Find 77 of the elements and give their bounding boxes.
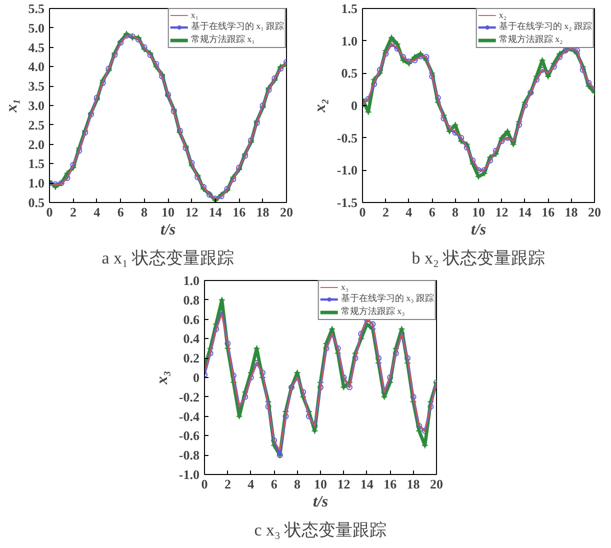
text: c x₃ 状态变量跟踪 — [254, 520, 387, 540]
x-tick-label: 10 — [472, 204, 485, 220]
y-tick-label: 0.8 — [183, 292, 200, 308]
y-tick-label: -0.5 — [336, 130, 358, 146]
x-tick-label: 20 — [588, 204, 601, 220]
legend-label: 常规方法跟踪 x₁ — [190, 33, 255, 46]
y-tick-label: -0.4 — [178, 408, 200, 424]
x-tick-label: 18 — [406, 476, 420, 492]
x-axis-title: t/s — [160, 222, 176, 238]
x-tick-label: 14 — [360, 476, 374, 492]
y-tick-label: 0.5 — [28, 195, 45, 210]
legend-label: x₃ — [340, 282, 350, 292]
x-tick-label: 8 — [294, 476, 302, 492]
x-tick-label: 12 — [185, 204, 198, 220]
y-tick-label: 0.6 — [183, 312, 200, 327]
x-tick-label: 6 — [270, 476, 278, 492]
text: a x₁ 状态变量跟踪 — [102, 248, 234, 268]
y-tick-label: -1.5 — [336, 195, 358, 210]
y-tick-label: 1.0 — [183, 273, 200, 288]
x-tick-label: 2 — [382, 204, 389, 220]
x-tick-label: 8 — [452, 204, 460, 220]
y-tick-label: 4.0 — [28, 59, 44, 74]
y-tick-label: 3.5 — [28, 78, 45, 94]
x-tick-label: 10 — [314, 476, 327, 492]
legend-label: 常规方法跟踪 x₂ — [498, 33, 563, 46]
x-tick-label: 6 — [117, 204, 124, 220]
x-tick-label: 14 — [208, 204, 222, 220]
x-tick-label: 12 — [337, 476, 350, 492]
y-tick-label: 5.0 — [28, 20, 44, 36]
x-tick-label: 4 — [248, 476, 255, 492]
y-tick-label: 4.5 — [28, 40, 45, 55]
legend-label: x₁ — [190, 10, 200, 20]
text: b x₂ 状态变量跟踪 — [412, 248, 546, 268]
x-tick-label: 20 — [430, 476, 443, 492]
y-tick-label: -0.8 — [178, 448, 200, 463]
y-tick-label: 1.5 — [28, 156, 45, 172]
x-axis-title: t/s — [470, 222, 486, 238]
y-tick-label: 0.4 — [183, 331, 200, 346]
y-axis-title: x₂ — [312, 98, 329, 114]
y-tick-label: 1.0 — [341, 33, 358, 48]
y-tick-label: -0.6 — [178, 428, 200, 444]
x-tick-label: 18 — [564, 204, 578, 220]
x-axis-title: t/s — [312, 494, 328, 510]
legend-label: 常规方法跟踪 x₃ — [340, 305, 405, 318]
x-tick-label: 2 — [70, 204, 76, 220]
y-tick-label: -1.0 — [336, 162, 358, 178]
x-tick-label: 2 — [224, 476, 231, 492]
x-tick-label: 20 — [280, 204, 293, 220]
x-tick-label: 18 — [256, 204, 270, 220]
x-tick-label: 6 — [428, 204, 436, 220]
x-tick-label: 16 — [232, 204, 246, 220]
y-tick-label: 3.0 — [28, 98, 44, 113]
y-tick-label: 5.5 — [28, 1, 45, 16]
y-tick-label: 0 — [351, 98, 358, 113]
x-tick-label: 4 — [406, 204, 413, 220]
y-tick-label: 1.5 — [341, 1, 358, 16]
y-tick-label: -1.0 — [178, 467, 200, 482]
y-tick-label: 2.5 — [28, 117, 45, 132]
legend-label: 基于在线学习的 x₁ 跟踪 — [190, 20, 284, 33]
x-tick-label: 12 — [495, 204, 508, 220]
y-tick-label: 0.2 — [183, 350, 200, 366]
y-axis-title: x₁ — [3, 98, 20, 114]
legend-label: x₂ — [498, 10, 508, 20]
legend-label: 基于在线学习的 x₂ 跟踪 — [498, 20, 592, 33]
y-tick-label: 2.0 — [28, 136, 44, 152]
x-tick-label: 16 — [542, 204, 556, 220]
x-tick-label: 14 — [518, 204, 532, 220]
x-tick-label: 4 — [94, 204, 101, 220]
y-tick-label: 1.0 — [28, 176, 44, 191]
x-tick-label: 8 — [141, 204, 148, 220]
legend-label: 基于在线学习的 x₃ 跟踪 — [340, 292, 434, 305]
x-tick-label: 16 — [384, 476, 398, 492]
y-tick-label: 0 — [193, 370, 200, 385]
y-axis-title: x₃ — [154, 370, 171, 386]
y-tick-label: -0.2 — [178, 389, 200, 404]
y-tick-label: 0.5 — [341, 66, 358, 81]
x-tick-label: 10 — [162, 204, 174, 220]
